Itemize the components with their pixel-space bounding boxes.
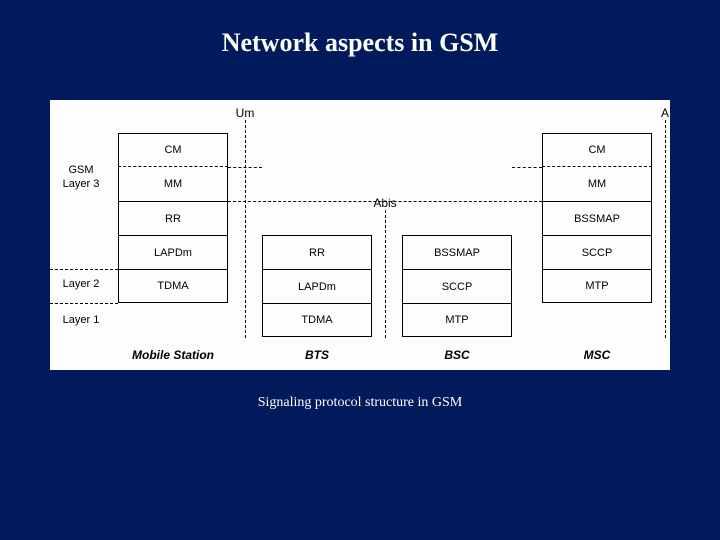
- protocol-cell: LAPDm: [118, 235, 228, 269]
- layer-row-label: Layer 1: [56, 314, 106, 326]
- protocol-cell: BSSMAP: [542, 201, 652, 235]
- protocol-cell: MTP: [402, 303, 512, 337]
- protocol-cell: RR: [262, 235, 372, 269]
- protocol-cell: TDMA: [262, 303, 372, 337]
- protocol-cell: MTP: [542, 269, 652, 303]
- protocol-cell: CM: [118, 133, 228, 167]
- protocol-cell: MM: [542, 167, 652, 201]
- layer-h-dash: [512, 167, 542, 168]
- interface-line-um: [245, 120, 246, 338]
- protocol-cell: SCCP: [402, 269, 512, 303]
- slide-title: Network aspects in GSM: [0, 28, 720, 58]
- layer-divider: [50, 269, 118, 270]
- layer-h-dash: [228, 201, 542, 202]
- stack-label-msc: MSC: [542, 348, 652, 362]
- protocol-cell: RR: [118, 201, 228, 235]
- diagram-figure: UmAbisAGSMLayer 3Layer 2Layer 1CMMMRRLAP…: [50, 100, 670, 370]
- layer-divider: [50, 303, 118, 304]
- protocol-cell: SCCP: [542, 235, 652, 269]
- figure-caption: Signaling protocol structure in GSM: [0, 395, 720, 411]
- stack-bsc: BSSMAPSCCPMTP: [402, 235, 512, 337]
- protocol-cell: LAPDm: [262, 269, 372, 303]
- layer-row-label: Layer 2: [56, 278, 106, 290]
- interface-line-abis: [385, 210, 386, 338]
- interface-line-a: [665, 120, 666, 338]
- interface-label-abis: Abis: [373, 196, 396, 210]
- protocol-cell: BSSMAP: [402, 235, 512, 269]
- stack-label-bsc: BSC: [402, 348, 512, 362]
- protocol-cell: CM: [542, 133, 652, 167]
- protocol-cell: MM: [118, 167, 228, 201]
- stack-bts: RRLAPDmTDMA: [262, 235, 372, 337]
- stack-msc: CMMMBSSMAPSCCPMTP: [542, 133, 652, 303]
- layer-row-label: Layer 3: [56, 178, 106, 190]
- layer-h-dash: [228, 167, 262, 168]
- layer-row-label: GSM: [56, 164, 106, 176]
- stack-label-bts: BTS: [262, 348, 372, 362]
- stack-ms: CMMMRRLAPDmTDMA: [118, 133, 228, 303]
- interface-label-um: Um: [236, 106, 255, 120]
- interface-label-a: A: [661, 106, 669, 120]
- stack-label-ms: Mobile Station: [118, 348, 228, 362]
- protocol-cell: TDMA: [118, 269, 228, 303]
